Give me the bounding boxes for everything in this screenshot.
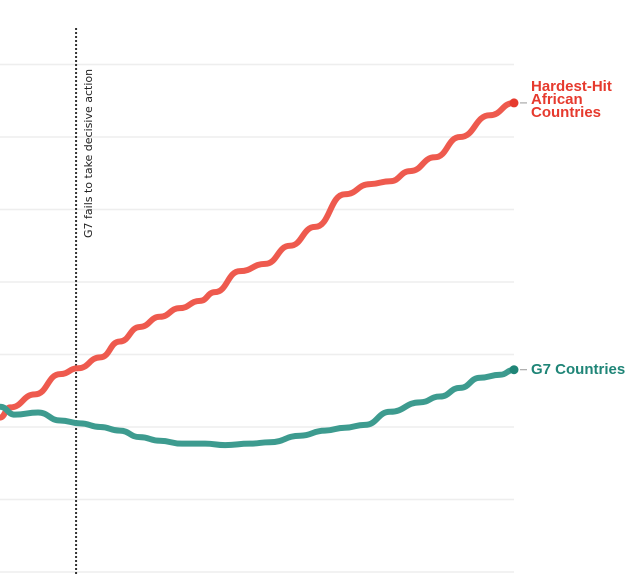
series-lines — [0, 98, 527, 449]
series-line-0 — [0, 99, 517, 421]
series-end-marker — [509, 365, 519, 375]
series-label-g7: G7 Countries — [531, 361, 626, 378]
series-line-1 — [0, 366, 517, 449]
gridlines — [0, 63, 514, 573]
series-label-african: Hardest-Hit African Countries — [531, 78, 612, 121]
annotation-label: G7 fails to take decisive action — [82, 68, 95, 238]
series-end-marker — [509, 98, 519, 108]
